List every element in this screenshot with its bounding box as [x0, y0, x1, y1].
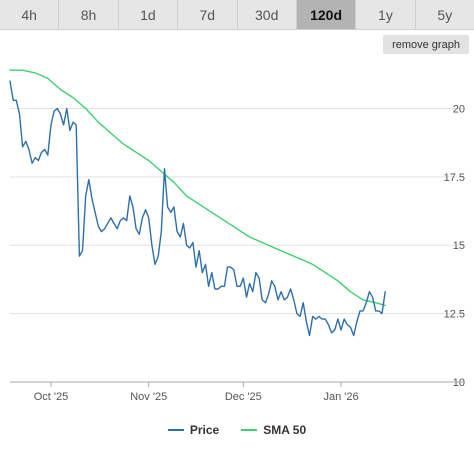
range-tab-1y[interactable]: 1y [356, 0, 416, 29]
legend-label-price: Price [189, 423, 220, 437]
range-tab-8h[interactable]: 8h [59, 0, 119, 29]
x-tick-label: Jan '26 [323, 391, 358, 403]
x-tick-label: Dec '25 [225, 391, 262, 403]
time-range-selector: 4h 8h 1d 7d 30d 120d 1y 5y [0, 0, 474, 30]
legend-swatch-price [167, 429, 184, 431]
range-tab-120d[interactable]: 120d [296, 0, 357, 29]
legend-swatch-sma-50 [241, 429, 258, 431]
y-tick-label: 17.5 [444, 172, 465, 184]
x-tick-label: Oct '25 [34, 391, 69, 403]
remove-graph-button[interactable]: remove graph [383, 35, 469, 54]
y-tick-label: 15 [453, 240, 465, 252]
price-series-line [9, 80, 386, 337]
range-tab-30d[interactable]: 30d [238, 0, 297, 29]
chart-legend: Price SMA 50 [0, 422, 474, 438]
sma-50-series-line [9, 69, 386, 307]
range-tab-7d[interactable]: 7d [178, 0, 238, 29]
y-tick-label: 10 [453, 377, 465, 389]
range-tab-5y[interactable]: 5y [437, 6, 453, 23]
y-tick-label: 20 [453, 103, 465, 115]
legend-item-price[interactable]: Price [167, 423, 220, 437]
range-tab-1d[interactable]: 1d [119, 0, 179, 29]
legend-item-sma-50[interactable]: SMA 50 [241, 423, 306, 437]
range-tab-4h[interactable]: 4h [0, 0, 60, 29]
x-tick-label: Nov '25 [130, 391, 167, 403]
legend-label-sma-50: SMA 50 [263, 423, 307, 437]
y-tick-label: 12.5 [444, 309, 465, 321]
